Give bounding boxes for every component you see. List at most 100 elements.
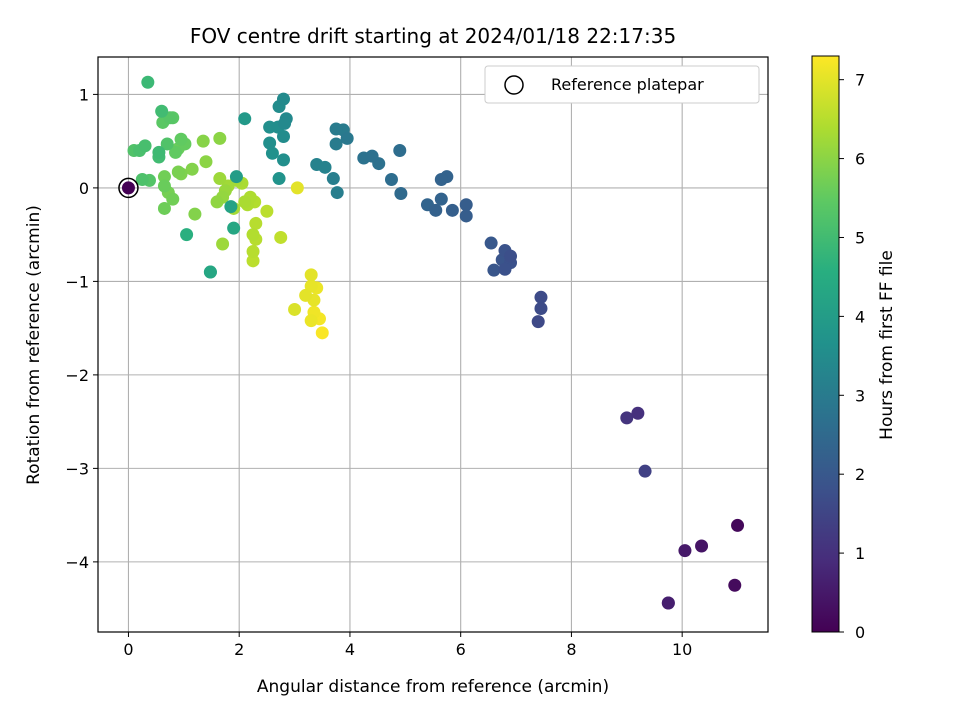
data-point xyxy=(304,279,318,293)
data-point xyxy=(498,262,512,276)
data-point xyxy=(213,172,227,186)
legend: Reference platepar xyxy=(484,65,760,104)
data-point xyxy=(393,143,407,157)
data-point xyxy=(169,145,183,159)
x-axis-label: Angular distance from reference (arcmin) xyxy=(257,677,609,697)
x-tick-label: 8 xyxy=(566,640,576,659)
data-point xyxy=(278,116,292,130)
data-point xyxy=(246,228,260,242)
data-point xyxy=(135,172,149,186)
x-tick-label: 10 xyxy=(672,640,692,659)
data-point xyxy=(329,137,343,151)
x-tick-label: 0 xyxy=(123,640,133,659)
y-tick-label: −4 xyxy=(65,553,89,572)
colorbar: 0 1 2 3 4 5 6 7 Hours from first FF file xyxy=(811,55,897,642)
data-point xyxy=(304,314,318,328)
data-point xyxy=(276,129,290,143)
data-point xyxy=(534,290,548,304)
data-point xyxy=(227,221,241,235)
y-tick-label: −3 xyxy=(65,459,89,478)
data-point xyxy=(288,302,302,316)
grid xyxy=(98,57,768,632)
data-point xyxy=(531,315,545,329)
data-point xyxy=(160,137,174,151)
plot-area xyxy=(98,57,768,632)
data-point xyxy=(429,203,443,217)
colorbar-gradient xyxy=(811,55,840,633)
data-point xyxy=(434,192,448,206)
x-tick-label: 2 xyxy=(234,640,244,659)
data-point xyxy=(631,406,645,420)
data-point xyxy=(180,228,194,242)
data-point xyxy=(249,216,263,230)
y-tick-label: −1 xyxy=(65,272,89,291)
x-tick-label: 4 xyxy=(345,640,355,659)
data-point xyxy=(434,172,448,186)
data-point xyxy=(274,230,288,244)
data-point xyxy=(731,518,745,532)
data-point xyxy=(394,187,408,201)
data-point xyxy=(185,162,199,176)
data-point xyxy=(459,209,473,223)
data-point xyxy=(166,192,180,206)
data-point xyxy=(121,181,135,195)
legend-label: Reference platepar xyxy=(551,75,704,94)
data-point xyxy=(695,539,709,553)
data-point xyxy=(384,172,398,186)
data-point xyxy=(199,155,213,169)
colorbar-tick-label: 0 xyxy=(855,623,865,642)
data-point xyxy=(484,236,498,250)
chart-title: FOV centre drift starting at 2024/01/18 … xyxy=(190,24,676,48)
colorbar-tick-label: 2 xyxy=(855,465,865,484)
y-tick-label: 0 xyxy=(79,179,89,198)
data-point xyxy=(290,181,304,195)
y-axis-label: Rotation from reference (arcmin) xyxy=(24,205,44,485)
data-point xyxy=(171,165,185,179)
data-point xyxy=(188,207,202,221)
y-tick-label: −2 xyxy=(65,366,89,385)
y-axis-ticks: 1 0 −1 −2 −3 −4 xyxy=(65,85,98,572)
colorbar-tick-label: 4 xyxy=(855,307,865,326)
reference-point-marker xyxy=(118,177,139,199)
data-point xyxy=(174,132,188,146)
data-point xyxy=(224,200,238,214)
colorbar-label: Hours from first FF file xyxy=(877,250,897,440)
data-point xyxy=(152,145,166,159)
data-point xyxy=(620,411,634,425)
data-point xyxy=(157,170,171,184)
x-tick-label: 6 xyxy=(456,640,466,659)
data-point xyxy=(203,265,217,279)
data-point xyxy=(265,146,279,160)
data-point xyxy=(678,544,692,558)
data-point xyxy=(504,249,518,263)
data-point xyxy=(310,158,324,172)
data-point xyxy=(276,92,290,106)
data-point xyxy=(157,179,171,193)
legend-box xyxy=(484,65,760,104)
data-point xyxy=(315,326,329,340)
colorbar-tick-label: 6 xyxy=(855,150,865,169)
reference-marker xyxy=(118,177,139,199)
data-point xyxy=(157,201,171,215)
data-point xyxy=(260,204,274,218)
data-point xyxy=(155,104,169,118)
data-point xyxy=(638,464,652,478)
data-point xyxy=(238,112,252,126)
data-point xyxy=(299,288,313,302)
data-point xyxy=(487,263,501,277)
data-point xyxy=(728,578,742,592)
data-point xyxy=(340,131,354,145)
data-point xyxy=(365,149,379,163)
colorbar-tick-label: 7 xyxy=(855,71,865,90)
data-point xyxy=(216,237,230,251)
plot-frame xyxy=(97,56,769,633)
data-point xyxy=(326,172,340,186)
data-point xyxy=(661,596,675,610)
colorbar-tick-label: 1 xyxy=(855,544,865,563)
data-point xyxy=(210,195,224,209)
x-axis-ticks: 0 2 4 6 8 10 xyxy=(123,632,692,659)
data-point xyxy=(238,195,252,209)
data-points xyxy=(121,75,745,610)
data-point xyxy=(141,75,155,89)
data-point xyxy=(246,244,260,258)
